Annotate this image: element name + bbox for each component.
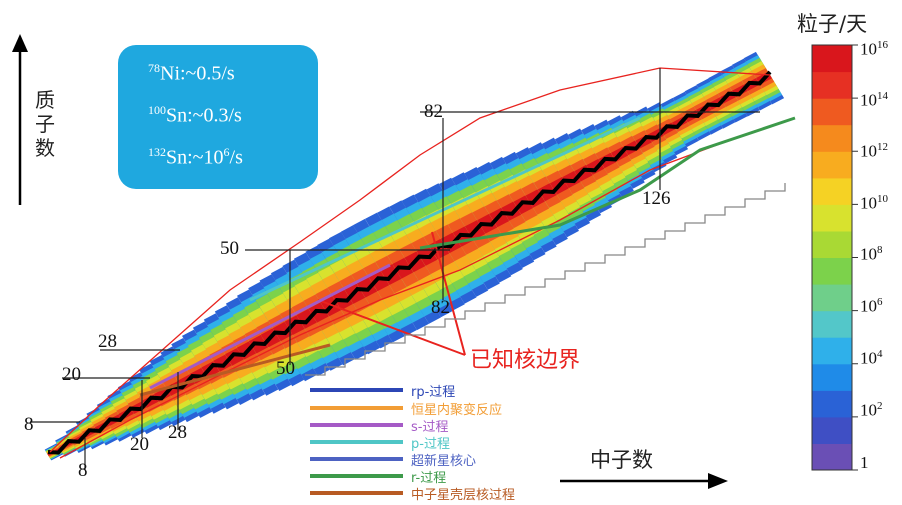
stable-nuclei-line bbox=[47, 70, 772, 455]
legend-swatch bbox=[310, 457, 403, 461]
colorbar-tick-label: 102 bbox=[860, 400, 883, 420]
known-boundary-lower bbox=[59, 139, 731, 459]
process-path bbox=[139, 343, 331, 397]
colorbar-segment bbox=[812, 204, 852, 232]
band-cell bbox=[356, 276, 378, 298]
nuclide-band bbox=[44, 51, 785, 461]
legend-swatch bbox=[310, 406, 403, 410]
mass-number: 100 bbox=[148, 103, 166, 117]
proton-magic-label: 82 bbox=[424, 101, 443, 122]
colorbar-title: 粒子/天 bbox=[797, 12, 868, 36]
colorbar-segment bbox=[812, 390, 852, 418]
legend-swatch bbox=[310, 423, 403, 427]
colorbar-tick-label: 1010 bbox=[860, 193, 888, 213]
rate-value: :~0.5/s bbox=[180, 62, 235, 85]
rate-line-sn100: 100Sn:~0.3/s bbox=[148, 103, 242, 128]
element-symbol: Sn bbox=[166, 146, 188, 169]
rate-line-ni78: 78Ni:~0.5/s bbox=[148, 61, 235, 86]
neutron-magic-label: 8 bbox=[78, 460, 88, 481]
legend-label: 中子星壳层核过程 bbox=[411, 488, 516, 503]
proton-magic-label: 50 bbox=[220, 238, 239, 259]
production-rate-box: 78Ni:~0.5/s 100Sn:~0.3/s 132Sn:~106/s bbox=[118, 45, 318, 189]
colorbar-segment bbox=[812, 98, 852, 126]
rate-exponent: 6 bbox=[223, 145, 230, 159]
colorbar-segment bbox=[812, 230, 852, 258]
neutron-magic-label: 50 bbox=[276, 358, 295, 379]
element-symbol: Sn bbox=[166, 104, 188, 127]
known-boundary-upper bbox=[49, 67, 771, 453]
mass-number: 78 bbox=[148, 61, 160, 75]
band-cell bbox=[368, 270, 390, 292]
legend-swatch bbox=[310, 440, 403, 444]
legend-label: 超新星核心 bbox=[411, 454, 477, 469]
y-axis-label: 质子数 bbox=[35, 88, 55, 160]
neutron-magic-label: 82 bbox=[431, 297, 450, 318]
colorbar-tick-label: 1016 bbox=[860, 39, 888, 59]
rate-value: :~10 bbox=[187, 146, 224, 169]
colorbar-tick-label: 104 bbox=[860, 348, 883, 368]
neutron-magic-label: 20 bbox=[130, 434, 149, 455]
neutron-magic-label: 126 bbox=[642, 188, 671, 209]
annotation-pointer bbox=[317, 299, 466, 356]
colorbar-segment bbox=[812, 363, 852, 391]
legend-label: s-过程 bbox=[411, 420, 449, 435]
annotation-pointer bbox=[431, 231, 466, 356]
process-path bbox=[419, 116, 796, 250]
mass-number: 132 bbox=[148, 145, 166, 159]
colorbar-segment bbox=[812, 443, 852, 471]
colorbar-segment bbox=[812, 71, 852, 99]
colorbar-segment bbox=[812, 284, 852, 312]
colorbar-tick-label: 1014 bbox=[860, 90, 888, 110]
colorbar-segment bbox=[812, 177, 852, 205]
legend-swatch bbox=[310, 474, 403, 478]
colorbar bbox=[811, 44, 858, 471]
colorbar-segment bbox=[812, 416, 852, 444]
x-axis-arrowhead bbox=[708, 473, 728, 489]
y-axis-arrowhead bbox=[12, 34, 28, 52]
chart-overlays bbox=[12, 34, 796, 489]
legend-label: 恒星内聚变反应 bbox=[411, 403, 503, 418]
colorbar-segment bbox=[812, 337, 852, 365]
colorbar-segment bbox=[812, 310, 852, 338]
rate-unit: /s bbox=[229, 146, 243, 169]
element-symbol: Ni bbox=[160, 62, 180, 85]
legend-label: p-过程 bbox=[411, 437, 450, 452]
legend-label: r-过程 bbox=[411, 471, 447, 486]
proton-magic-label: 8 bbox=[24, 414, 34, 435]
proton-magic-label: 28 bbox=[98, 331, 117, 352]
legend-swatch bbox=[310, 491, 403, 495]
colorbar-segment bbox=[812, 45, 852, 73]
colorbar-segment bbox=[812, 124, 852, 152]
proton-magic-label: 20 bbox=[62, 364, 81, 385]
colorbar-tick-label: 1 bbox=[860, 453, 869, 472]
process-path bbox=[249, 116, 641, 302]
legend-swatch bbox=[310, 388, 403, 392]
known-boundary-annotation: 已知核边界 bbox=[470, 348, 581, 373]
rate-line-sn132: 132Sn:~106/s bbox=[148, 145, 243, 170]
colorbar-tick-label: 108 bbox=[860, 244, 883, 264]
legend-label: rp-过程 bbox=[411, 385, 456, 400]
x-axis-label: 中子数 bbox=[590, 448, 653, 472]
colorbar-segment bbox=[812, 151, 852, 179]
colorbar-tick-label: 1012 bbox=[860, 141, 888, 161]
colorbar-tick-label: 106 bbox=[860, 296, 883, 316]
rate-value: :~0.3/s bbox=[187, 104, 242, 127]
colorbar-segment bbox=[812, 257, 852, 285]
process-path bbox=[149, 263, 391, 390]
neutron-drip-line bbox=[305, 183, 786, 376]
neutron-magic-label: 28 bbox=[168, 422, 187, 443]
